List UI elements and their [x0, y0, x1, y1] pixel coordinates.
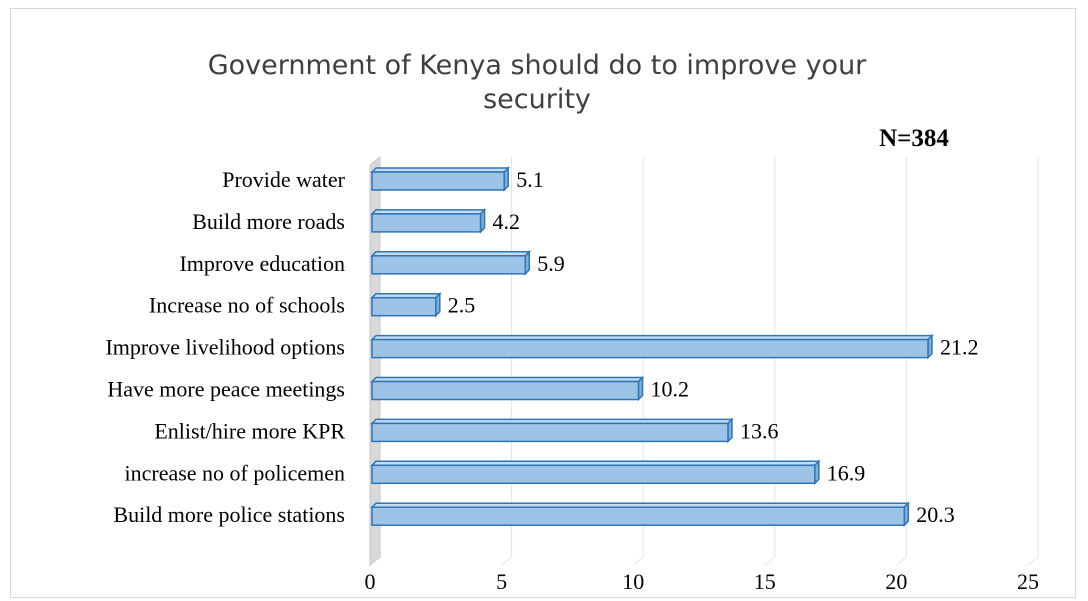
data-label: 5.9 — [537, 251, 565, 276]
bar — [370, 208, 487, 234]
data-label: 4.2 — [493, 209, 521, 234]
bar — [370, 249, 532, 276]
bar — [370, 166, 511, 192]
data-label: 16.9 — [827, 460, 866, 485]
bar-layer — [370, 166, 934, 528]
data-label: 10.2 — [650, 377, 689, 402]
chart-title-line-2: security — [483, 84, 591, 115]
chart-title-line-1: Government of Kenya should do to improve… — [208, 50, 867, 81]
category-label: Increase no of schools — [149, 293, 345, 318]
category-label: Improve livelihood options — [105, 335, 345, 360]
data-label: 21.2 — [940, 335, 979, 360]
label-layer: Provide water 5.1 Build more roads 4.2 Impro… — [105, 167, 978, 527]
chart-svg: Provide water 5.1 Build more roads 4.2 Impro… — [105, 50, 1040, 594]
category-label: Enlist/hire more KPR — [154, 418, 345, 443]
x-tick-label: 20 — [885, 569, 907, 594]
bar-front-face — [371, 506, 906, 526]
bar — [370, 333, 934, 360]
gridline-floor — [1027, 556, 1039, 566]
tick-layer: 0 5 10 15 20 25 — [365, 569, 1040, 594]
bar-front-face — [371, 171, 505, 191]
x-tick-label: 5 — [496, 569, 507, 594]
category-label: Build more roads — [192, 209, 345, 234]
x-tick-label: 0 — [365, 569, 376, 594]
gridline-floor — [501, 556, 512, 566]
bar — [370, 459, 821, 486]
bar — [370, 291, 442, 318]
gridline-floor — [896, 556, 907, 566]
chart-frame: Provide water 5.1 Build more roads 4.2 Impro… — [10, 8, 1076, 598]
bar-front-face — [371, 255, 527, 275]
bar-front-face — [371, 422, 729, 443]
x-tick-label: 15 — [754, 569, 776, 594]
category-label: increase no of policemen — [124, 460, 345, 485]
bar — [370, 375, 645, 402]
sample-size-annotation: N=384 — [879, 125, 949, 152]
x-tick-label: 10 — [622, 569, 644, 594]
bar-front-face — [371, 464, 816, 485]
bar-front-face — [371, 338, 929, 359]
bar-front-face — [371, 296, 437, 317]
bar — [370, 417, 734, 444]
data-label: 20.3 — [916, 502, 955, 527]
data-label: 5.1 — [516, 167, 544, 192]
x-tick-label: 25 — [1017, 569, 1039, 594]
gridline-floor — [764, 556, 776, 566]
bar — [370, 501, 911, 528]
category-label: Provide water — [222, 167, 345, 192]
bar-front-face — [371, 380, 640, 401]
gridline-floor — [632, 556, 644, 566]
data-label: 2.5 — [448, 293, 476, 318]
bar-front-face — [371, 213, 482, 233]
category-label: Improve education — [179, 251, 345, 276]
category-label: Have more peace meetings — [107, 377, 345, 402]
data-label: 13.6 — [740, 418, 779, 443]
category-label: Build more police stations — [113, 502, 345, 527]
